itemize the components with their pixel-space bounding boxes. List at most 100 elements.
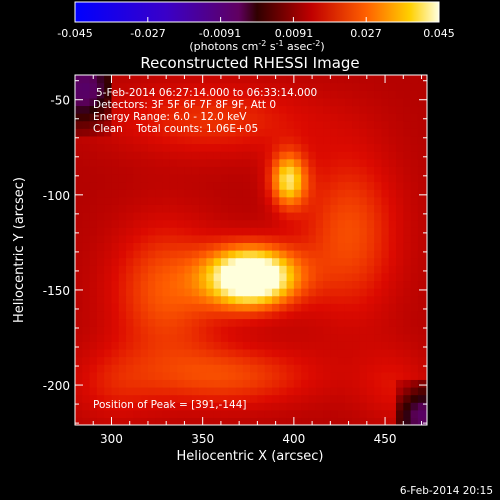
heatmap-cell [315,189,324,198]
heatmap-cell [162,97,171,107]
heatmap-cell [410,227,419,236]
heatmap-cell [104,386,113,396]
heatmap-cell [155,394,164,403]
heatmap-cell [286,227,295,236]
heatmap-cell [330,341,339,350]
heatmap-cell [417,379,426,388]
heatmap-cell [257,189,266,198]
heatmap-cell [308,394,317,403]
heatmap-cell [191,242,200,251]
heatmap-cell [140,379,149,388]
heatmap-cell [264,288,273,297]
heatmap-cell [162,257,171,266]
heatmap-cell [257,204,266,213]
heatmap-cell [381,356,390,365]
heatmap-cell [308,196,317,205]
heatmap-cell [323,333,331,342]
heatmap-cell [374,371,383,380]
heatmap-cell [330,280,339,289]
heatmap-cell [344,272,353,282]
heatmap-cell [82,280,91,289]
heatmap-cell [374,333,383,342]
heatmap-cell [96,288,105,297]
heatmap-cell [395,227,404,236]
heatmap-cell [228,75,237,84]
heatmap-cell [147,364,156,373]
heatmap-cell [417,158,426,167]
heatmap-cell [374,295,383,304]
heatmap-cell [177,379,186,388]
heatmap-cell [82,219,91,228]
heatmap-cell [118,227,127,236]
heatmap-cell [293,196,302,205]
heatmap-cell [359,75,368,84]
heatmap-cell [279,158,288,167]
heatmap-cell [286,151,295,160]
heatmap-cell [250,166,258,175]
heatmap-cell [235,364,244,373]
heatmap-cell [286,143,295,152]
heatmap-cell [213,135,222,145]
heatmap-cell [242,303,251,312]
heatmap-cell [191,135,200,145]
heatmap-cell [235,158,244,167]
heatmap-cell [403,265,412,274]
heatmap-cell [286,394,295,403]
heatmap-cell [177,135,186,145]
heatmap-cell [403,135,412,145]
heatmap-cell [359,348,368,358]
heatmap-cell [403,417,412,425]
heatmap-cell [359,303,368,312]
heatmap-cell [133,75,142,84]
heatmap-cell [410,386,419,396]
heatmap-cell [264,196,273,205]
heatmap-cell [111,280,120,289]
heatmap-cell [257,417,266,425]
heatmap-cell [330,166,339,175]
heatmap-cell [337,242,346,251]
heatmap-cell [425,166,427,175]
heatmap-cell [206,143,215,152]
heatmap-cell [366,394,375,403]
heatmap-cell [155,265,164,274]
heatmap-cell [228,211,237,221]
heatmap-cell [126,341,134,350]
heatmap-cell [359,181,368,190]
heatmap-cell [82,211,91,221]
heatmap-cell [111,295,120,304]
heatmap-cell [366,90,375,99]
heatmap-cell [301,173,310,183]
heatmap-cell [82,120,91,129]
heatmap-cell [213,211,222,221]
heatmap-cell [410,272,419,282]
heatmap-cell [301,82,310,91]
heatmap-cell [279,90,288,99]
heatmap-cell [301,113,310,122]
heatmap-cell [403,303,412,312]
heatmap-cell [250,151,258,160]
heatmap-cell [301,189,310,198]
heatmap-cell [425,242,427,251]
heatmap-cell [308,105,317,114]
heatmap-cell [271,257,280,266]
heatmap-cell [140,135,149,145]
heatmap-cell [213,181,222,190]
heatmap-cell [271,348,280,358]
heatmap-cell [126,310,134,320]
heatmap-cell [118,211,127,221]
heatmap-cell [257,409,266,418]
heatmap-cell [359,128,368,137]
heatmap-cell [330,265,339,274]
heatmap-cell [82,402,91,411]
heatmap-cell [293,333,302,342]
heatmap-cell [228,113,237,122]
heatmap-cell [82,409,91,418]
heatmap-cell [169,97,178,107]
heatmap-cell [89,113,98,122]
heatmap-cell [250,158,258,167]
heatmap-cell [206,75,215,84]
heatmap-cell [155,227,164,236]
heatmap-cell [330,181,339,190]
heatmap-cell [301,371,310,380]
heatmap-cell [250,227,258,236]
